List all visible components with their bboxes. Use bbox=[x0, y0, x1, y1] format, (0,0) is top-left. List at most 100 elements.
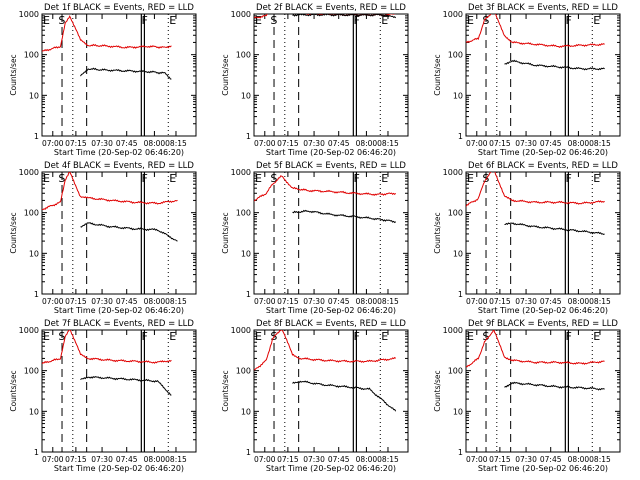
y-tick-label: 10 bbox=[241, 407, 251, 416]
x-axis-label: Start Time (20-Sep-02 06:46:20) bbox=[478, 464, 608, 473]
event-marker-label: E bbox=[43, 172, 50, 185]
y-tick-label: 1 bbox=[34, 448, 39, 457]
x-tick-label: 07:00 bbox=[42, 455, 64, 464]
event-marker-label: F bbox=[354, 172, 360, 185]
y-tick-label: 100 bbox=[448, 209, 463, 218]
x-tick-label: 07:30 bbox=[91, 139, 113, 148]
chart-panel-1: Det 1f BLACK = Events, RED = LLD 1 10 100 10… bbox=[9, 3, 197, 157]
event-marker-label: F bbox=[142, 330, 148, 343]
y-axis-label: Counts/sec bbox=[221, 212, 230, 253]
event-marker-label: F bbox=[354, 330, 360, 343]
x-tick-label: 07:15 bbox=[65, 297, 87, 306]
x-tick-label: 08:15 bbox=[165, 139, 187, 148]
y-tick-label: 1000 bbox=[19, 10, 39, 19]
x-tick-label: 08:00 bbox=[568, 455, 590, 464]
x-tick-label: 07:30 bbox=[303, 297, 325, 306]
series-line-black bbox=[80, 67, 172, 80]
event-marker-label: S bbox=[58, 330, 65, 343]
y-tick-label: 10 bbox=[453, 91, 463, 100]
x-tick-label: 07:45 bbox=[328, 297, 350, 306]
chart-panel-9: Det 9f BLACK = Events, RED = LLD 1 10 100 10… bbox=[433, 319, 621, 473]
plot-frame bbox=[41, 171, 197, 295]
y-tick-label: 1 bbox=[458, 132, 463, 141]
y-tick-label: 10 bbox=[29, 249, 39, 258]
x-tick-label: 08:00 bbox=[144, 139, 166, 148]
chart-panel-3: Det 3f BLACK = Events, RED = LLD 1 10 100 10… bbox=[433, 3, 621, 157]
x-axis-label: Start Time (20-Sep-02 06:46:20) bbox=[54, 306, 184, 315]
y-tick-label: 1000 bbox=[443, 168, 463, 177]
x-tick-label: 08:15 bbox=[589, 297, 611, 306]
x-tick-label: 07:00 bbox=[42, 297, 64, 306]
event-marker-label: S bbox=[482, 330, 489, 343]
x-tick-label: 07:00 bbox=[254, 139, 276, 148]
chart-title: Det 4f BLACK = Events, RED = LLD bbox=[44, 161, 194, 171]
y-tick-label: 1000 bbox=[443, 326, 463, 335]
event-marker-label: E bbox=[255, 172, 262, 185]
x-tick-label: 08:15 bbox=[377, 297, 399, 306]
series-line-black bbox=[292, 380, 397, 412]
y-axis-label: Counts/sec bbox=[9, 54, 18, 95]
x-tick-label: 08:00 bbox=[356, 139, 378, 148]
y-tick-label: 1000 bbox=[231, 168, 251, 177]
series-line-black bbox=[292, 14, 397, 19]
event-marker-label: F bbox=[566, 14, 572, 27]
y-tick-label: 100 bbox=[24, 51, 39, 60]
x-axis-label: Start Time (20-Sep-02 06:46:20) bbox=[266, 464, 396, 473]
chart-title: Det 6f BLACK = Events, RED = LLD bbox=[468, 161, 618, 171]
y-tick-label: 100 bbox=[448, 367, 463, 376]
chart-panel-8: Det 8f BLACK = Events, RED = LLD 1 10 100 10… bbox=[221, 319, 409, 473]
event-marker-label: F bbox=[354, 14, 360, 27]
x-tick-label: 07:45 bbox=[116, 297, 138, 306]
y-tick-label: 10 bbox=[453, 249, 463, 258]
x-tick-label: 07:45 bbox=[328, 139, 350, 148]
series-line-red bbox=[466, 172, 605, 207]
x-tick-label: 08:00 bbox=[568, 297, 590, 306]
plot-frame bbox=[41, 329, 197, 453]
event-marker-label: E bbox=[593, 172, 600, 185]
y-tick-label: 1000 bbox=[19, 326, 39, 335]
series-line-red bbox=[42, 172, 178, 211]
plot-frame bbox=[253, 329, 409, 453]
series-line-black bbox=[292, 209, 397, 224]
y-tick-label: 100 bbox=[236, 209, 251, 218]
event-marker-label: E bbox=[43, 330, 50, 343]
series-line-black bbox=[504, 59, 605, 71]
y-tick-label: 1000 bbox=[443, 10, 463, 19]
chart-title: Det 5f BLACK = Events, RED = LLD bbox=[256, 161, 406, 171]
chart-panel-4: Det 4f BLACK = Events, RED = LLD 1 10 100 10… bbox=[9, 161, 197, 315]
series-line-red bbox=[466, 330, 605, 368]
event-marker-label: E bbox=[255, 14, 262, 27]
x-tick-label: 07:30 bbox=[515, 139, 537, 148]
x-tick-label: 08:00 bbox=[144, 297, 166, 306]
x-tick-label: 08:15 bbox=[589, 139, 611, 148]
y-axis-label: Counts/sec bbox=[221, 54, 230, 95]
event-marker-label: F bbox=[566, 330, 572, 343]
series-line-red bbox=[466, 14, 605, 48]
x-tick-label: 07:30 bbox=[91, 455, 113, 464]
x-tick-label: 07:30 bbox=[515, 455, 537, 464]
y-tick-label: 1000 bbox=[231, 326, 251, 335]
event-marker-label: E bbox=[169, 330, 176, 343]
y-axis-label: Counts/sec bbox=[433, 212, 442, 253]
chart-title: Det 2f BLACK = Events, RED = LLD bbox=[256, 3, 406, 13]
x-axis-label: Start Time (20-Sep-02 06:46:20) bbox=[266, 148, 396, 157]
event-marker-label: S bbox=[270, 172, 277, 185]
y-tick-label: 1 bbox=[34, 290, 39, 299]
event-marker-label: S bbox=[482, 14, 489, 27]
y-tick-label: 1000 bbox=[19, 168, 39, 177]
y-tick-label: 100 bbox=[24, 209, 39, 218]
x-tick-label: 08:00 bbox=[568, 139, 590, 148]
x-axis-label: Start Time (20-Sep-02 06:46:20) bbox=[478, 148, 608, 157]
x-tick-label: 07:15 bbox=[277, 455, 299, 464]
plot-frame bbox=[465, 13, 621, 137]
event-marker-label: E bbox=[43, 14, 50, 27]
x-axis-label: Start Time (20-Sep-02 06:46:20) bbox=[266, 306, 396, 315]
y-axis-label: Counts/sec bbox=[433, 54, 442, 95]
x-tick-label: 07:15 bbox=[65, 455, 87, 464]
x-tick-label: 07:15 bbox=[277, 139, 299, 148]
x-tick-label: 08:15 bbox=[165, 297, 187, 306]
x-tick-label: 08:00 bbox=[356, 297, 378, 306]
x-axis-label: Start Time (20-Sep-02 06:46:20) bbox=[478, 306, 608, 315]
event-marker-label: E bbox=[467, 172, 474, 185]
chart-title: Det 7f BLACK = Events, RED = LLD bbox=[44, 319, 194, 329]
